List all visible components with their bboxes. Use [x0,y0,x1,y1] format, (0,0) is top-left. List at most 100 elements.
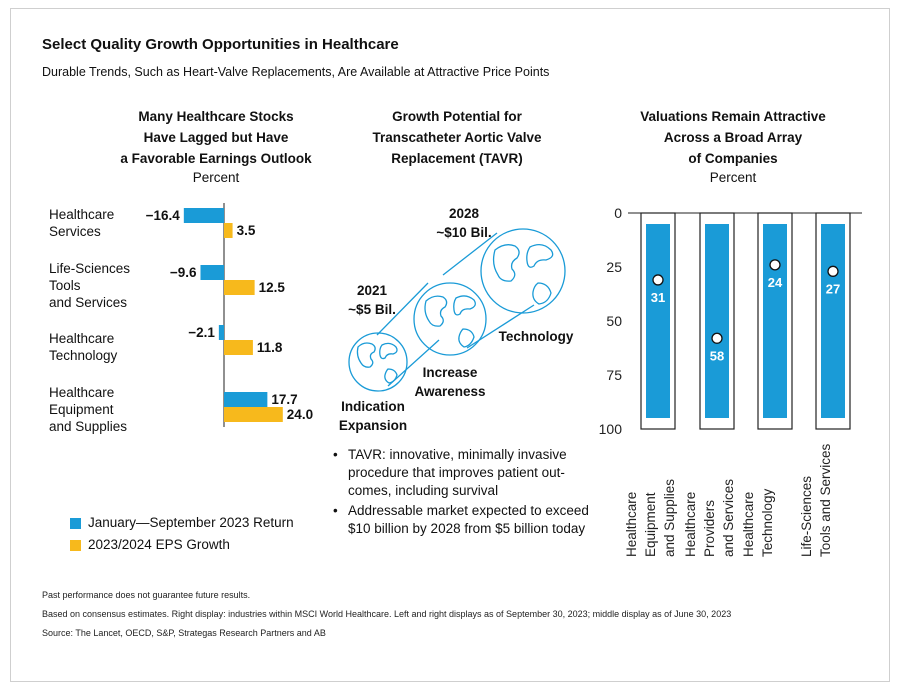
bar-outline [757,212,793,430]
right-title-line: Across a Broad Array [663,130,803,145]
data-label: 27 [826,281,840,296]
bullet-item: • Addressable market expected to exceed … [330,502,595,538]
bar-outline [640,212,676,430]
left-category-label: Healthcare Technology [49,330,117,364]
x-category-label: Tools and Services [818,443,833,557]
bar-outline [699,212,735,430]
left-category-label: Healthcare Services [49,206,114,240]
legend-swatch-return [70,518,81,529]
bar-eps [224,223,233,238]
bar-range [705,224,729,418]
legend-swatch-eps [70,540,81,551]
value-marker [711,332,723,344]
category-line: Equipment [49,402,114,417]
bullet-dot-icon: • [333,503,338,518]
data-label: −9.6 [170,265,197,280]
stage-awareness-line2: Awareness [414,384,485,399]
bar-return [224,392,268,407]
label-2021-value: ~$5 Bil. [348,302,396,317]
x-category-label: Healthcare [624,492,639,557]
stage-indication-line1: Indication [341,399,405,414]
left-panel-unit: Percent [192,170,240,185]
category-line: Healthcare [49,207,115,222]
globe-medium-icon [413,282,487,356]
x-category-label: and Supplies [662,479,677,557]
middle-title-line: Transcatheter Aortic Valve [372,130,542,145]
bar-range [821,224,845,418]
stage-technology: Technology [499,329,574,344]
category-line: and Supplies [49,419,128,434]
left-title-line: Many Healthcare Stocks [138,109,294,124]
value-marker [827,265,839,277]
data-label: 31 [651,290,665,305]
x-category-label: Equipment [643,492,658,557]
bullet-item: • TAVR: innovative, minimally invasive p… [330,446,595,500]
tavr-bullet-list: • TAVR: innovative, minimally invasive p… [330,446,595,540]
globe-continent [458,328,475,348]
y-tick-label: 75 [606,367,622,383]
connector-line [376,282,429,336]
bar-eps [224,340,253,355]
data-label: 12.5 [259,280,286,295]
globe-continent [424,295,448,327]
right-title-line: Valuations Remain Attractive [640,109,826,124]
category-line: Technology [49,348,118,363]
legend-label-return: January—September 2023 Return [88,515,294,530]
left-category-label: Life-Sciences Tools and Services [49,260,130,311]
x-category-label: Healthcare [741,492,756,557]
bar-range [646,224,670,418]
x-category-label: Healthcare [683,492,698,557]
bar-return [218,325,224,340]
y-tick-label: 0 [614,205,622,221]
label-2028-value: ~$10 Bil. [436,225,491,240]
category-line: Life-Sciences [49,261,131,276]
data-label: 58 [710,348,724,363]
page-title: Select Quality Growth Opportunities in H… [42,36,399,53]
globe-continent [384,368,398,384]
globe-continent [526,243,554,268]
middle-panel-title: Growth Potential for Transcatheter Aorti… [330,106,584,169]
bar-eps [224,407,283,422]
globe-large-icon [480,228,566,314]
label-2021-year: 2021 [357,283,388,298]
globe-small-icon [348,332,408,392]
footnote-disclaimer: Past performance does not guarantee futu… [42,590,251,600]
bar-return [200,265,224,280]
x-category-label: Providers [702,500,717,557]
footnote-source: Source: The Lancet, OECD, S&P, Strategas… [42,628,326,638]
category-line: and Services [49,295,128,310]
bar-return [183,208,224,223]
right-panel-title: Valuations Remain Attractive Across a Br… [606,106,860,169]
globe-continent [492,244,520,282]
category-line: Healthcare [49,385,115,400]
left-title-line: Have Lagged but Have [143,130,289,145]
bullet-text: TAVR: innovative, minimally invasive pro… [348,447,567,498]
stage-indication-line2: Expansion [339,418,407,433]
bar-range [763,224,787,418]
page-subtitle: Durable Trends, Such as Heart-Valve Repl… [42,65,550,79]
y-tick-label: 100 [599,421,623,437]
data-label: 24 [768,275,783,290]
category-line: Services [49,224,101,239]
data-label: 3.5 [237,223,256,238]
left-panel-title: Many Healthcare Stocks Have Lagged but H… [58,106,374,169]
data-label: −16.4 [146,208,181,223]
bar-outline [815,212,851,430]
x-category-label: and Services [721,479,736,557]
data-label: 17.7 [271,392,297,407]
globe-continent [532,282,552,305]
category-line: Healthcare [49,331,115,346]
x-category-label: Technology [760,488,775,557]
middle-title-line: Replacement (TAVR) [391,151,523,166]
connector-line [442,232,498,276]
value-marker [769,259,781,271]
globe-continent [379,342,398,360]
label-2028-year: 2028 [449,206,480,221]
legend-label-eps: 2023/2024 EPS Growth [88,537,230,552]
globe-continent [453,295,476,316]
left-category-label: Healthcare Equipment and Supplies [49,384,127,435]
chart-frame [10,8,890,682]
data-label: −2.1 [188,325,215,340]
